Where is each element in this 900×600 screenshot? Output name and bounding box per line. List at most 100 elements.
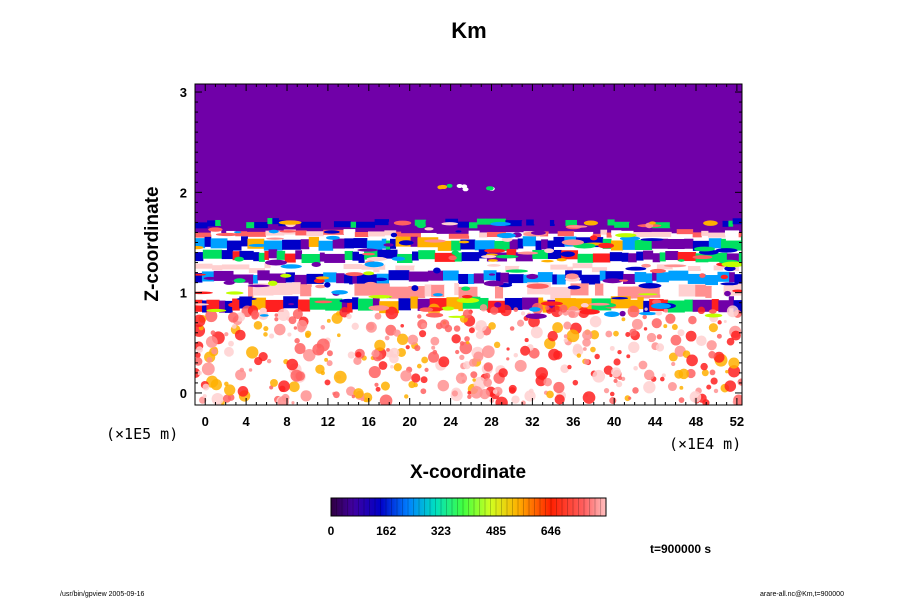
field-cell <box>366 240 383 251</box>
field-blob <box>324 357 329 362</box>
field-cell <box>247 238 265 249</box>
field-blob <box>517 319 525 327</box>
field-blob <box>665 313 676 324</box>
field-blob <box>631 318 643 330</box>
field-blob <box>324 379 331 386</box>
field-cell <box>271 230 285 236</box>
field-streak <box>496 232 516 239</box>
x-tick-label: 4 <box>243 414 251 429</box>
field-cell <box>390 238 397 249</box>
field-cell <box>253 274 258 286</box>
field-streak <box>195 303 209 306</box>
field-cell <box>213 270 234 281</box>
x-tick-label: 36 <box>566 414 580 429</box>
field-cell <box>264 250 270 260</box>
field-streak <box>692 255 713 260</box>
y-axis-label: Z-coordinate <box>142 186 163 301</box>
field-streak <box>649 221 656 225</box>
field-blob <box>737 378 742 386</box>
field-blob <box>466 340 470 345</box>
field-blob <box>624 395 631 402</box>
field-blob <box>430 336 440 346</box>
field-cell <box>348 286 355 299</box>
field-streak <box>732 289 742 293</box>
field-cell <box>241 236 248 247</box>
field-blob <box>728 357 740 369</box>
field-cell <box>728 296 734 309</box>
field-cell <box>500 272 509 283</box>
field-cell <box>594 283 604 296</box>
field-blob <box>396 333 409 346</box>
field-streak <box>419 307 434 312</box>
field-streak <box>233 231 242 234</box>
field-streak <box>391 256 406 261</box>
field-cell <box>538 297 544 310</box>
field-cell <box>356 221 376 228</box>
field-blob <box>475 324 481 331</box>
field-blob <box>355 351 362 358</box>
field-cell <box>425 220 446 227</box>
x-tick-label: 40 <box>607 414 621 429</box>
field-cell <box>283 296 299 309</box>
y-unit-label: (×1E5 m) <box>106 425 178 443</box>
field-streak <box>279 230 297 233</box>
field-blob <box>492 389 498 395</box>
field-blob <box>490 306 499 315</box>
field-cell <box>412 251 419 261</box>
field-blob <box>205 309 218 323</box>
field-streak <box>362 252 375 256</box>
x-tick-label: 0 <box>202 414 209 429</box>
x-tick-label: 8 <box>283 414 290 429</box>
field-cell <box>294 274 308 285</box>
heatmap-field <box>195 84 742 405</box>
field-streak <box>267 280 278 286</box>
field-cell <box>195 299 203 312</box>
field-blob <box>386 348 390 352</box>
field-streak <box>433 267 441 274</box>
field-cell <box>343 229 356 235</box>
field-cell <box>239 250 254 260</box>
field-blob <box>202 394 207 399</box>
field-cell <box>667 238 685 250</box>
field-blob <box>483 372 491 380</box>
field-streak <box>206 308 227 313</box>
field-streak <box>565 273 579 280</box>
field-cell <box>517 238 524 249</box>
field-blob <box>685 330 697 342</box>
field-blob <box>459 354 465 360</box>
field-streak <box>604 311 620 318</box>
field-cell <box>248 268 265 274</box>
field-cell <box>695 284 706 297</box>
field-cell <box>725 240 742 251</box>
field-blob <box>210 330 216 336</box>
field-cell <box>263 240 283 251</box>
field-blob <box>545 305 550 310</box>
field-blob <box>708 351 716 359</box>
field-streak <box>228 302 239 308</box>
field-cell <box>478 249 488 259</box>
field-blob <box>603 365 614 375</box>
field-blob <box>732 399 739 405</box>
field-blob <box>708 323 718 333</box>
field-cell <box>373 267 380 273</box>
field-blob <box>709 369 716 376</box>
field-cell <box>195 252 204 262</box>
field-streak <box>458 240 470 244</box>
field-streak <box>484 248 506 253</box>
field-blob <box>483 362 493 372</box>
field-cell <box>592 233 601 239</box>
field-cell <box>352 273 358 284</box>
field-cell <box>694 218 703 225</box>
field-streak <box>364 281 378 287</box>
field-blob <box>277 396 289 405</box>
footer-left: /usr/bin/gpview 2005-09-16 <box>60 591 145 598</box>
field-streak <box>448 255 457 261</box>
field-streak <box>280 264 302 269</box>
field-cell <box>738 265 742 271</box>
field-cell <box>637 297 644 310</box>
field-blob <box>437 379 450 392</box>
field-cell <box>354 232 369 238</box>
field-streak <box>694 246 716 252</box>
field-blob <box>320 325 326 330</box>
field-cell <box>354 283 372 296</box>
